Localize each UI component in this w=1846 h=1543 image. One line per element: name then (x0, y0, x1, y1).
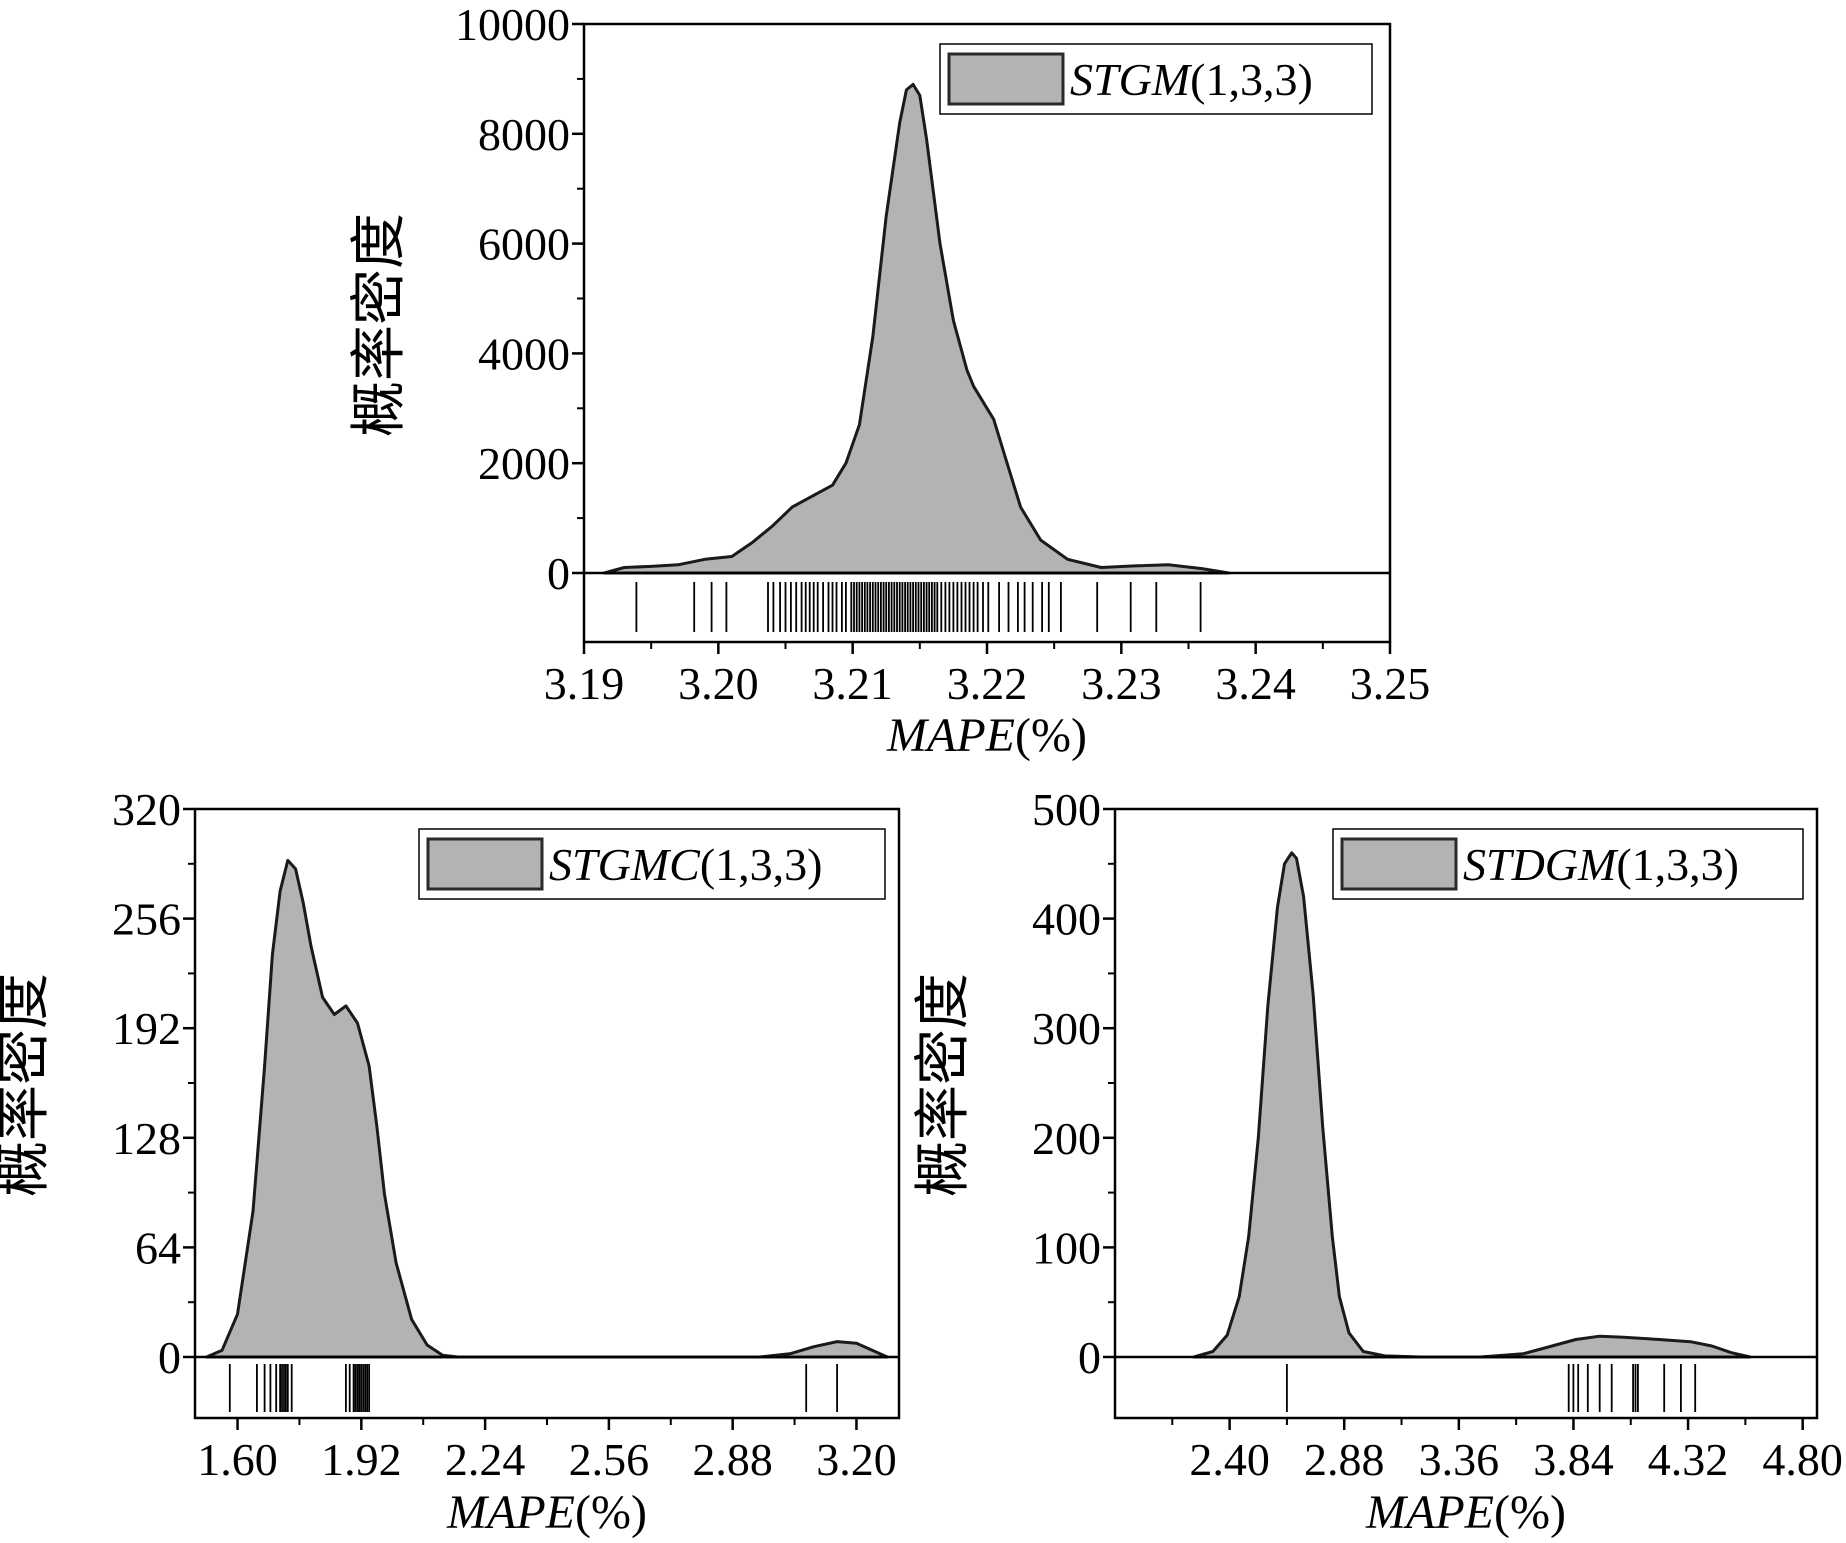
chart-0-ytick-label-0: 0 (547, 548, 570, 599)
chart-0-density-area (602, 82, 1231, 575)
chart-0-legend-swatch (947, 52, 1065, 106)
chart-0-xtick-label-5: 3.24 (1215, 658, 1296, 709)
chart-1-xtick-label-5: 3.20 (816, 1434, 897, 1485)
chart-0-ytick-label-5: 10000 (455, 0, 570, 50)
chart-0-legend-series-suffix: (1,3,3) (1190, 54, 1313, 105)
chart-0-legend-label: STGM(1,3,3) (1070, 54, 1313, 105)
chart-1-ytick-label-3: 192 (112, 1003, 181, 1054)
chart-1-legend: STGMC(1,3,3) (418, 828, 886, 900)
chart-1-xtick-label-0: 1.60 (197, 1434, 278, 1485)
chart-0-legend-series-name: STGM (1070, 54, 1193, 105)
chart-2-legend-series-suffix: (1,3,3) (1616, 839, 1739, 890)
chart-1-density-area (205, 858, 889, 1359)
chart-2-ytick-label-1: 100 (1032, 1222, 1101, 1273)
chart-2-xtick-label-0: 2.40 (1189, 1434, 1270, 1485)
chart-2-ytick-label-3: 300 (1032, 1003, 1101, 1054)
panel-stdgm: 0 100 200 300 400 500 2.40 2.88 3.36 3.84 4.32 4.80… (913, 784, 1843, 1539)
chart-2-xtick-label-2: 3.36 (1419, 1434, 1500, 1485)
chart-0-xlabel-unit: (%) (1015, 709, 1087, 762)
chart-1-ylabel: 概率密度 (0, 973, 55, 1197)
chart-1-xlabel-main: MAPE (446, 1486, 575, 1539)
chart-2-density-area (1192, 851, 1752, 1359)
chart-2-legend-label: STDGM(1,3,3) (1463, 839, 1739, 890)
panel-stgm: 0 2000 4000 6000 8000 10000 3.19 3.20 3.21 3.22 3.… (349, 0, 1430, 762)
chart-2-ytick-label-5: 500 (1032, 784, 1101, 835)
chart-2-ytick-label-2: 200 (1032, 1113, 1101, 1164)
chart-2-xtick-label-5: 4.80 (1762, 1434, 1843, 1485)
chart-1-ytick-label-4: 256 (112, 894, 181, 945)
chart-1-xtick-label-4: 2.88 (692, 1434, 773, 1485)
chart-0-xtick-label-1: 3.20 (678, 658, 759, 709)
chart-2-legend: STDGM(1,3,3) (1332, 828, 1804, 900)
chart-1-legend-series-name: STGMC (549, 839, 701, 890)
chart-0-xlabel-main: MAPE (886, 709, 1015, 762)
chart-0-ytick-label-1: 2000 (478, 438, 570, 489)
chart-1-legend-series-suffix: (1,3,3) (700, 839, 823, 890)
chart-0-xtick-label-4: 3.23 (1081, 658, 1162, 709)
chart-0-xlabel: MAPE(%) (886, 709, 1087, 762)
chart-1-legend-label: STGMC(1,3,3) (549, 839, 822, 890)
chart-2-xtick-label-3: 3.84 (1533, 1434, 1614, 1485)
chart-0-ytick-label-4: 8000 (478, 109, 570, 160)
chart-1-legend-swatch (426, 837, 544, 891)
chart-1-ytick-label-2: 128 (112, 1113, 181, 1164)
chart-0-xtick-label-2: 3.21 (812, 658, 893, 709)
chart-1-xtick-label-3: 2.56 (569, 1434, 650, 1485)
chart-1-ytick-label-0: 0 (158, 1332, 181, 1383)
chart-0-ytick-label-3: 6000 (478, 219, 570, 270)
panel-stgmc: 0 64 128 192 256 320 1.60 1.92 2.24 2.56 2.88 3.20 概… (0, 784, 901, 1539)
chart-0-ylabel: 概率密度 (349, 213, 411, 437)
chart-1-xtick-label-2: 2.24 (445, 1434, 526, 1485)
chart-2-plot-frame (1113, 807, 1819, 1420)
chart-1-ytick-label-1: 64 (135, 1222, 181, 1273)
chart-0-ytick-label-2: 4000 (478, 328, 570, 379)
chart-1-xlabel: MAPE(%) (446, 1486, 647, 1539)
chart-2-xtick-label-1: 2.88 (1304, 1434, 1385, 1485)
chart-1-xlabel-unit: (%) (575, 1486, 647, 1539)
chart-2-ylabel: 概率密度 (913, 973, 975, 1197)
chart-2-xlabel-main: MAPE (1365, 1486, 1494, 1539)
chart-1-ytick-label-5: 320 (112, 784, 181, 835)
chart-0-xtick-label-3: 3.22 (947, 658, 1028, 709)
chart-0-xtick-label-6: 3.25 (1350, 658, 1431, 709)
chart-2-legend-series-name: STDGM (1463, 839, 1619, 890)
chart-2-ytick-label-4: 400 (1032, 894, 1101, 945)
chart-2-xtick-label-4: 4.32 (1648, 1434, 1729, 1485)
chart-2-ytick-label-0: 0 (1078, 1332, 1101, 1383)
chart-2-xlabel: MAPE(%) (1365, 1486, 1566, 1539)
chart-2-legend-swatch (1340, 837, 1458, 891)
chart-0-legend: STGM(1,3,3) (939, 43, 1373, 115)
chart-1-xtick-label-1: 1.92 (321, 1434, 402, 1485)
chart-0-xtick-label-0: 3.19 (544, 658, 625, 709)
chart-2-xlabel-unit: (%) (1494, 1486, 1566, 1539)
